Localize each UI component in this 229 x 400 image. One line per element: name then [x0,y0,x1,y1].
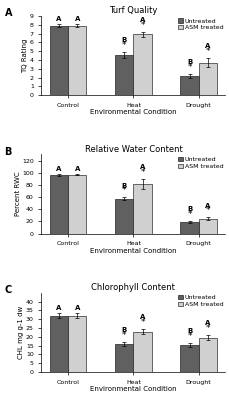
Text: B: B [186,206,191,212]
Text: *: * [187,332,191,341]
Y-axis label: CHL mg g-1 dw: CHL mg g-1 dw [18,306,25,359]
Bar [180,222,198,234]
Legend: Untreated, ASM treated: Untreated, ASM treated [177,18,223,31]
Text: B: B [186,59,191,65]
Bar [198,338,216,372]
Bar [49,175,68,234]
Text: *: * [187,63,191,72]
Text: A: A [5,8,12,18]
Text: B: B [186,328,191,334]
Text: B: B [121,183,126,189]
Title: Turf Quality: Turf Quality [109,6,157,15]
Text: *: * [205,206,209,216]
Bar [198,219,216,234]
Bar [180,345,198,372]
Legend: Untreated, ASM treated: Untreated, ASM treated [177,294,223,308]
X-axis label: Environmental Condition: Environmental Condition [90,386,176,392]
Text: A: A [204,320,210,326]
Bar [49,26,68,95]
Bar [68,316,86,372]
Bar [68,26,86,95]
Text: A: A [139,314,144,320]
Text: A: A [56,305,61,311]
Text: *: * [140,318,144,327]
Text: *: * [121,41,126,50]
Title: Relative Water Content: Relative Water Content [84,145,182,154]
Legend: Untreated, ASM treated: Untreated, ASM treated [177,156,223,170]
Y-axis label: Percent RWC: Percent RWC [15,172,21,216]
Text: *: * [121,331,126,340]
Text: A: A [56,16,61,22]
X-axis label: Environmental Condition: Environmental Condition [90,248,176,254]
Text: A: A [139,17,144,23]
Text: *: * [121,186,126,195]
Text: B: B [5,146,12,156]
Bar [133,34,151,95]
Y-axis label: TQ Rating: TQ Rating [22,38,28,73]
Text: B: B [121,37,126,43]
Text: *: * [205,47,209,56]
Bar [114,199,133,234]
Text: A: A [139,164,144,170]
Bar [114,344,133,372]
Bar [133,184,151,234]
Text: A: A [74,305,79,311]
Bar [180,76,198,95]
Bar [68,174,86,234]
Text: A: A [74,16,79,22]
Text: *: * [140,168,144,177]
Bar [133,332,151,372]
Text: *: * [205,324,209,333]
X-axis label: Environmental Condition: Environmental Condition [90,109,176,115]
Text: A: A [204,43,210,49]
Text: A: A [74,166,79,172]
Bar [49,316,68,372]
Text: *: * [140,21,144,30]
Text: A: A [204,203,210,209]
Bar [114,55,133,95]
Text: B: B [121,328,126,334]
Bar [198,62,216,95]
Text: A: A [56,166,61,172]
Text: *: * [187,210,191,219]
Title: Chlorophyll Content: Chlorophyll Content [91,283,174,292]
Text: C: C [5,285,12,295]
